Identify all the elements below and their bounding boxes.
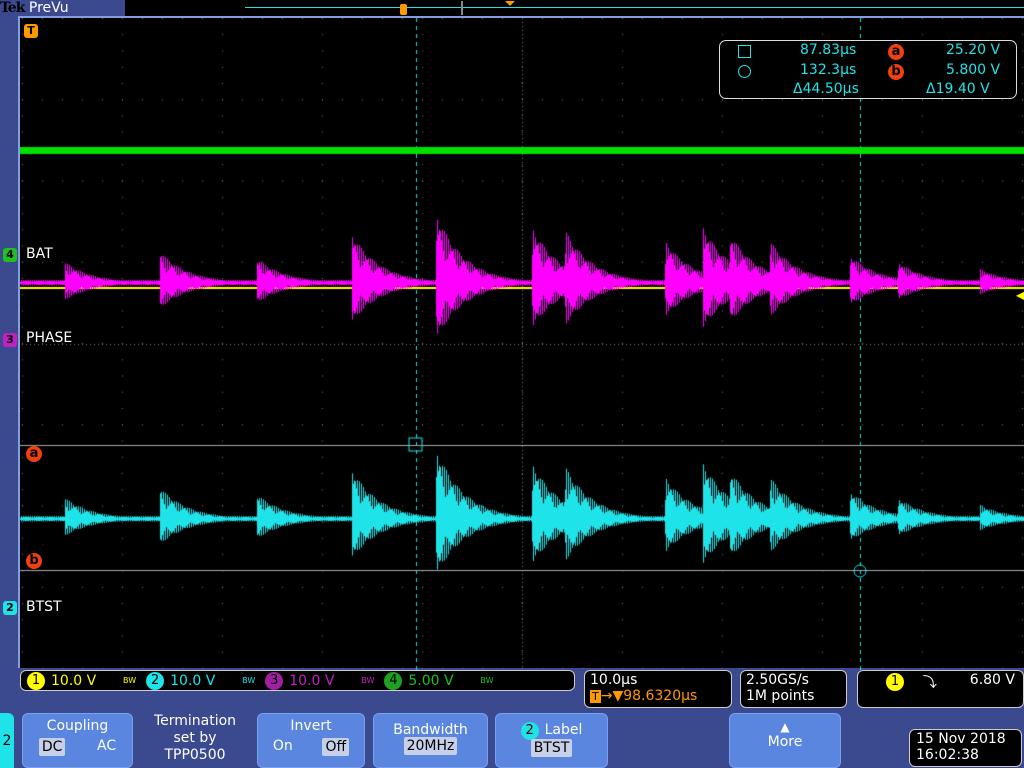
label-value: BTST (530, 739, 573, 757)
view-bracket-left[interactable] (461, 1, 463, 15)
up-arrow-icon: ▲ (780, 720, 790, 734)
channel-scale-bar[interactable]: 1 10.0 V BW 2 10.0 V BW 3 10.0 V BW 4 5.00 V BW (20, 670, 575, 691)
ch1-trigger-level-icon[interactable]: ◀ (1016, 288, 1024, 302)
trigger-level: 6.80 V (969, 672, 1015, 688)
expansion-point-icon (505, 1, 515, 6)
tek-logo: Tek (0, 0, 25, 16)
invert-title: Invert (290, 718, 332, 734)
cursor-b-icon: b (888, 64, 904, 80)
coupling-ac[interactable]: AC (97, 738, 117, 754)
circle-cursor-icon (738, 65, 751, 78)
ch4-badge[interactable]: 4 (384, 671, 403, 690)
cursor-dt: Δ44.50µs (793, 81, 859, 97)
ch3-scale: 10.0 V (289, 672, 335, 689)
invert-button[interactable]: Invert On Off (257, 713, 365, 768)
termination-line3: TPP0500 (164, 747, 226, 763)
label-button[interactable]: 2 Label BTST (495, 713, 608, 768)
cursor-readout: 87.83µs 132.3µs Δ44.50µs a b 25.20 V 5.8… (719, 40, 1017, 99)
mode-label: PreVu (28, 0, 69, 16)
more-label: More (767, 734, 803, 750)
bw-limit-icon: BW (242, 676, 256, 685)
cursor-t2: 132.3µs (800, 62, 857, 78)
label-title: Label (544, 722, 583, 738)
bandwidth-button[interactable]: Bandwidth 20MHz (373, 713, 488, 768)
coupling-title: Coupling (46, 718, 109, 734)
record-length: 1M points (746, 688, 815, 704)
time: 16:02:38 (916, 747, 979, 763)
timebase-readout[interactable]: 10.0µs T →▼98.6320µs (584, 670, 732, 708)
bw-limit-icon: BW (480, 676, 494, 685)
cursor-b-marker[interactable]: b (26, 553, 42, 569)
channel-menu-tab[interactable]: 2 (0, 713, 14, 768)
label-channel-badge: 2 (520, 722, 539, 740)
cursor-t1: 87.83µs (800, 42, 857, 58)
falling-edge-icon: ⤵ (922, 675, 937, 691)
square-cursor-icon (738, 45, 751, 58)
waveform-canvas (20, 18, 1024, 670)
ch2-badge[interactable]: 2 (146, 671, 165, 690)
horizontal-delay: →▼98.6320µs (600, 688, 698, 704)
ch3-badge[interactable]: 3 (265, 671, 284, 690)
cursor-dv: Δ19.40 V (926, 81, 990, 97)
cursor-vb: 5.800 V (946, 62, 1001, 78)
ch2-ground-marker[interactable]: 2 (3, 601, 17, 615)
horizontal-scale: 10.0µs (590, 672, 638, 688)
record-view[interactable] (125, 0, 1024, 16)
trigger-source-badge: 1 (886, 673, 904, 691)
termination-line2: set by (173, 730, 217, 746)
brand-label: Tek PreVu (0, 0, 125, 17)
ch2-scale: 10.0 V (170, 672, 216, 689)
ch2-label: BTST (26, 599, 62, 615)
cursor-a-marker[interactable]: a (26, 446, 42, 462)
date: 15 Nov 2018 (916, 731, 1006, 747)
ch1-scale: 10.0 V (51, 672, 97, 689)
ch3-label: PHASE (26, 330, 73, 346)
trigger-position-marker[interactable]: T (24, 24, 38, 38)
sample-rate: 2.50GS/s (746, 672, 809, 688)
coupling-dc[interactable]: DC (38, 738, 66, 756)
datetime-display[interactable]: 15 Nov 2018 16:02:38 (909, 729, 1022, 767)
trigger-readout[interactable]: 1 ⤵ 6.80 V (857, 670, 1024, 708)
trigger-position-icon (400, 4, 407, 15)
coupling-button[interactable]: Coupling DC AC (22, 713, 133, 768)
waveform-graticule[interactable]: T 4 BAT 3 PHASE 2 BTST a b ◀ (3, 16, 1024, 670)
cursor-a-icon: a (888, 44, 904, 60)
termination-line1: Termination (153, 713, 237, 729)
ch4-scale: 5.00 V (408, 672, 454, 689)
ch1-badge[interactable]: 1 (27, 671, 45, 690)
trigger-icon: T (590, 690, 601, 703)
termination-info: Termination set by TPP0500 (140, 713, 250, 764)
record-line (245, 7, 1024, 8)
ch4-ground-marker[interactable]: 4 (3, 248, 17, 262)
invert-on[interactable]: On (272, 738, 293, 754)
more-button[interactable]: ▲ More (729, 713, 841, 768)
cursor-va: 25.20 V (946, 42, 1001, 58)
acquisition-readout[interactable]: 2.50GS/s 1M points (740, 670, 847, 708)
invert-off[interactable]: Off (322, 738, 350, 756)
ch4-label: BAT (26, 246, 53, 262)
ch3-ground-marker[interactable]: 3 (3, 333, 17, 347)
bandwidth-title: Bandwidth (393, 722, 468, 738)
bw-limit-icon: BW (361, 676, 375, 685)
bandwidth-value: 20MHz (403, 737, 458, 755)
bw-limit-icon: BW (123, 676, 137, 685)
